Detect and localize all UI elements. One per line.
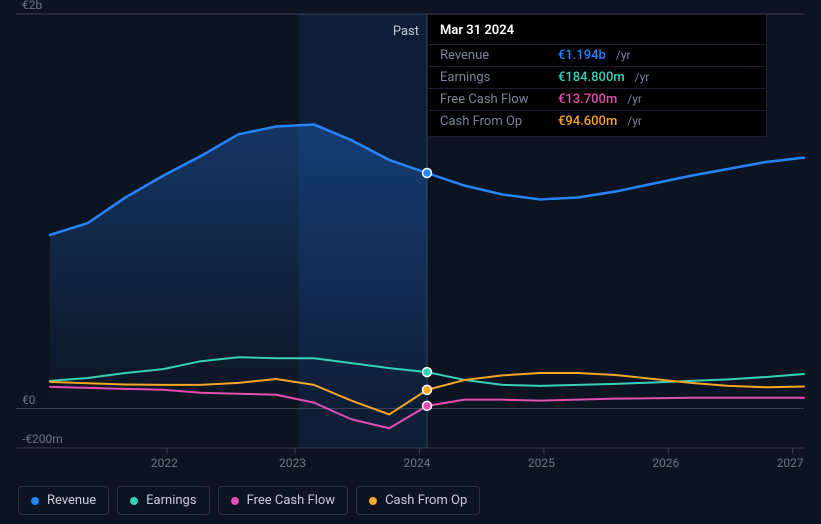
tooltip-row-value: €94.600m [558, 114, 617, 129]
x-axis-label: 2022 [151, 456, 178, 470]
legend-dot-icon [369, 497, 377, 505]
y-axis-label: €2b [22, 0, 42, 12]
y-axis-label: €0 [22, 393, 36, 407]
tooltip-title: Mar 31 2024 [428, 23, 766, 44]
legend-item-free-cash-flow[interactable]: Free Cash Flow [218, 486, 348, 515]
x-axis-label: 2025 [528, 456, 555, 470]
x-axis-label: 2023 [279, 456, 306, 470]
tooltip-row-unit: /yr [616, 48, 631, 62]
legend-item-label: Revenue [47, 493, 96, 508]
legend-item-cash-from-op[interactable]: Cash From Op [356, 486, 480, 515]
tooltip-row: Cash From Op €94.600m/yr [428, 110, 766, 132]
legend-item-label: Free Cash Flow [247, 493, 335, 508]
tooltip-row-label: Free Cash Flow [440, 92, 550, 107]
y-axis-label: -€200m [22, 432, 63, 446]
legend-dot-icon [130, 497, 138, 505]
legend-item-revenue[interactable]: Revenue [18, 486, 109, 515]
cfo-marker [423, 385, 432, 394]
chart-legend: Revenue Earnings Free Cash Flow Cash From O… [18, 486, 480, 515]
chart-container: €2b€0-€200m202220232024202520262027PastA… [0, 0, 821, 524]
tooltip-row-unit: /yr [627, 92, 642, 106]
legend-dot-icon [31, 497, 39, 505]
tooltip-row-value: €13.700m [558, 92, 617, 107]
tooltip-row: Revenue €1.194b/yr [428, 44, 766, 66]
legend-dot-icon [231, 497, 239, 505]
fcf-marker [423, 401, 432, 410]
past-label: Past [393, 24, 419, 39]
x-axis-label: 2026 [652, 456, 679, 470]
tooltip-row: Free Cash Flow €13.700m/yr [428, 88, 766, 110]
tooltip-row-label: Earnings [440, 70, 550, 85]
revenue-marker [423, 169, 432, 178]
tooltip-row-value: €184.800m [558, 70, 625, 85]
x-axis-label: 2027 [777, 456, 804, 470]
tooltip-row-label: Cash From Op [440, 114, 550, 129]
earnings-marker [423, 368, 432, 377]
legend-item-label: Cash From Op [385, 493, 467, 508]
x-axis-label: 2024 [403, 456, 430, 470]
tooltip-row-label: Revenue [440, 48, 550, 63]
tooltip-row-unit: /yr [627, 114, 642, 128]
tooltip-row: Earnings €184.800m/yr [428, 66, 766, 88]
tooltip-row-unit: /yr [635, 70, 650, 84]
chart-tooltip: Mar 31 2024 Revenue €1.194b/yr Earnings €184… [427, 14, 767, 137]
legend-item-earnings[interactable]: Earnings [117, 486, 209, 515]
legend-item-label: Earnings [146, 493, 196, 508]
tooltip-row-value: €1.194b [558, 48, 606, 63]
